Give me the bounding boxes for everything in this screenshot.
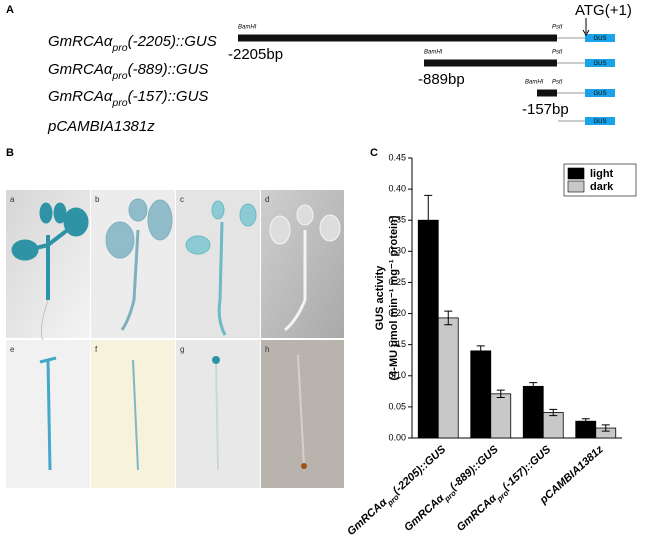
bar: [470, 350, 492, 439]
root: [215, 359, 219, 471]
gus-box: [585, 117, 615, 125]
gus-box: [585, 89, 615, 97]
root: [297, 354, 305, 466]
construct-label: GmRCAαpro(-157)::GUS: [48, 88, 208, 109]
y-tick-label: 0.35: [388, 215, 406, 225]
length-label: -889bp: [418, 71, 465, 88]
x-tick-label: GmRCAαpro(-889)::GUS: [402, 443, 503, 535]
error-bar: [496, 389, 505, 399]
photo-label: d: [265, 195, 269, 204]
photo-label: h: [265, 345, 269, 354]
photo-label: e: [10, 345, 15, 354]
root-tip: [301, 463, 307, 469]
bar: [437, 317, 459, 439]
promoter-bar: [537, 89, 557, 97]
error-bar: [444, 310, 453, 326]
atg-label: ATG(+1): [575, 2, 632, 19]
gus-label: GUS: [593, 36, 606, 42]
site-label: BamHI: [238, 25, 257, 31]
panel-letter: A: [6, 4, 14, 16]
legend-label: dark: [590, 181, 614, 193]
y-tick-label: 0.10: [388, 370, 406, 380]
promoter-bar: [424, 59, 557, 67]
error-bar: [529, 382, 538, 391]
gus-label: GUS: [593, 61, 606, 67]
panel-letter: B: [6, 147, 14, 159]
seedling: [269, 204, 341, 332]
root: [39, 356, 57, 471]
y-tick-label: 0.15: [388, 339, 406, 349]
y-axis-label: (4-MU μmol min⁻¹ mg⁻¹ protein): [388, 215, 400, 380]
legend-label: light: [590, 168, 614, 180]
y-tick-label: 0.20: [388, 308, 406, 318]
construct-label: GmRCAαpro(-2205)::GUS: [48, 33, 217, 54]
y-tick-label: 0.05: [388, 401, 406, 411]
site-label: PstI: [552, 25, 563, 31]
length-label: -2205bp: [228, 46, 283, 63]
seedling: [185, 200, 257, 336]
root: [132, 359, 139, 471]
construct-label: pCAMBIA1381z: [47, 118, 155, 135]
photo-label: f: [95, 345, 98, 354]
legend-swatch: [567, 167, 585, 180]
length-label: -157bp: [522, 101, 569, 118]
photo-label: a: [10, 195, 15, 204]
gus-box: [585, 34, 615, 42]
photo-label: g: [180, 345, 184, 354]
photo-label: b: [95, 195, 100, 204]
site-label: BamHI: [424, 50, 443, 56]
gus-box: [585, 59, 615, 67]
site-label: BamHI: [525, 80, 544, 86]
seedling: [105, 198, 173, 331]
site-label: PstI: [552, 50, 563, 56]
y-tick-label: 0.00: [388, 432, 406, 442]
photo: [261, 340, 344, 488]
error-bar: [549, 408, 558, 417]
legend-swatch: [567, 180, 585, 193]
bar: [542, 412, 564, 439]
y-tick-label: 0.40: [388, 183, 406, 193]
error-bar: [581, 418, 590, 425]
bar: [417, 219, 439, 439]
panel-letter: C: [370, 147, 378, 159]
error-bar: [476, 345, 485, 357]
promoter-bar: [238, 34, 557, 42]
construct-label: GmRCAαpro(-889)::GUS: [48, 61, 208, 82]
photo-grid: [6, 190, 344, 488]
gus-label: GUS: [593, 119, 606, 125]
y-tick-label: 0.45: [388, 152, 406, 162]
y-tick-label: 0.25: [388, 277, 406, 287]
y-axis-label: GUS activity: [374, 265, 386, 331]
atg-arrow-head: [582, 29, 590, 36]
seedling: [11, 202, 89, 341]
bar: [490, 393, 512, 439]
site-label: PstI: [552, 80, 563, 86]
x-tick-label: GmRCAαpro(-2205)::GUS: [345, 443, 450, 535]
error-bar: [601, 424, 610, 432]
bar: [522, 385, 544, 439]
root-tip: [212, 356, 220, 364]
gus-label: GUS: [593, 91, 606, 97]
y-tick-label: 0.30: [388, 246, 406, 256]
x-tick-label: GmRCAαpro(-157)::GUS: [455, 443, 556, 535]
photo-label: c: [180, 195, 184, 204]
error-bar: [424, 194, 433, 246]
